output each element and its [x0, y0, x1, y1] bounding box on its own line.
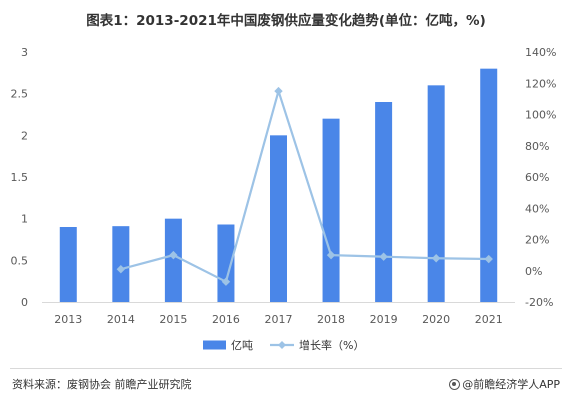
x-tick-label-2015: 2015: [159, 313, 187, 326]
legend-line-marker: [278, 341, 286, 349]
x-tick-label-2016: 2016: [212, 313, 240, 326]
y-right-tick-label: 0%: [525, 265, 542, 278]
footer-divider: [10, 368, 562, 369]
bar-2016: [217, 224, 235, 302]
y-right-tick-label: 60%: [525, 171, 549, 184]
bar-2013: [59, 227, 77, 302]
legend-bar-swatch: [203, 340, 226, 350]
line-series: [116, 86, 493, 286]
y-right-tick-label: 120%: [525, 77, 556, 90]
bar-2015: [164, 218, 182, 302]
y-right-tick-label: 80%: [525, 140, 549, 153]
line-point-2019: [379, 252, 388, 261]
line-point-2020: [431, 254, 441, 263]
axes: 0 0.5 1 1.5 2 2.5 3 -20% 0% 20% 40% 60% 80% 100% 120% 1…: [11, 46, 557, 326]
x-tick-label-2013: 2013: [54, 313, 82, 326]
bar-2020: [427, 85, 445, 302]
y-left-tick-label: 2: [21, 129, 28, 142]
chart-title: 图表1：2013-2021年中国废钢供应量变化趋势(单位：亿吨，%): [86, 13, 486, 29]
x-tick-label-2020: 2020: [422, 313, 450, 326]
y-right-tick-label: -20%: [525, 296, 553, 309]
source-note: 资料来源：废钢协会 前瞻产业研究院: [12, 378, 192, 391]
y-left-tick-label: 1: [21, 213, 28, 226]
bar-2019: [375, 102, 393, 302]
bar-series: [59, 68, 498, 303]
y-right-tick-label: 20%: [525, 234, 549, 247]
y-right-tick-label: 140%: [525, 46, 556, 59]
y-left-tick-label: 3: [21, 46, 28, 59]
legend: 亿吨 增长率（%）: [203, 338, 364, 352]
line-point-2014: [116, 264, 126, 274]
bar-2018: [322, 118, 340, 303]
y-right-tick-label: 40%: [525, 202, 549, 215]
bar-2021: [480, 68, 498, 303]
line-point-2018: [326, 250, 336, 260]
line-point-2015: [169, 250, 178, 260]
x-tick-label-2019: 2019: [370, 313, 398, 326]
y-left-tick-label: 1.5: [11, 171, 29, 184]
growth-rate-line: [120, 89, 489, 283]
x-tick-label-2021: 2021: [475, 313, 503, 326]
x-tick-label-2014: 2014: [107, 313, 135, 326]
y-left-tick-label: 0.5: [11, 254, 29, 267]
line-point-2017: [274, 86, 283, 96]
bar-2014: [112, 226, 130, 302]
line-point-2016: [221, 277, 231, 286]
y-left-tick-label: 2.5: [11, 88, 29, 101]
x-tick-label-2018: 2018: [317, 313, 345, 326]
brand-credit: @前瞻经济学人APP: [449, 376, 560, 392]
brand-logo-icon: [449, 379, 461, 390]
y-right-tick-label: 100%: [525, 109, 556, 122]
x-tick-label-2017: 2017: [265, 313, 293, 326]
y-left-tick-label: 0: [21, 296, 28, 309]
brand-label: @前瞻经济学人APP: [462, 378, 560, 391]
legend-bar-label: 亿吨: [231, 339, 253, 352]
line-point-2021: [484, 254, 493, 264]
legend-line-label: 增长率（%）: [299, 338, 364, 352]
bar-2017: [270, 135, 287, 302]
combo-chart: 0 0.5 1 1.5 2 2.5 3 -20% 0% 20% 40% 60% 80% 100% 120% 1…: [11, 46, 557, 352]
